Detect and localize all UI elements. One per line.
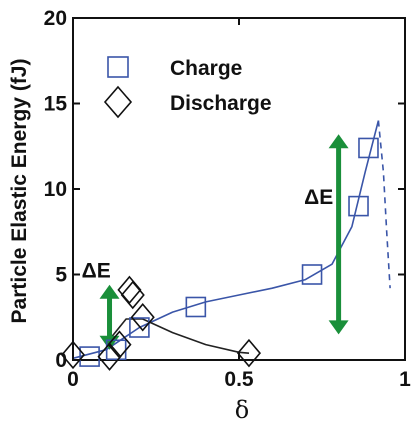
delta-e-arrow-head-down <box>328 320 349 335</box>
charge-point <box>301 264 323 285</box>
y-tick-label: 10 <box>44 178 67 201</box>
charge-point <box>358 137 379 159</box>
delta-e-arrow-head-up <box>99 284 120 299</box>
legend: Charge Discharge <box>103 56 272 119</box>
charge-point <box>348 195 369 217</box>
charge-point <box>129 317 150 338</box>
delta-e-label: ΔE <box>82 259 111 282</box>
discharge-point <box>107 330 132 359</box>
y-tick-label: 20 <box>44 7 67 30</box>
discharge-point <box>120 280 145 310</box>
legend-discharge-marker <box>103 85 133 119</box>
y-tick-label: 0 <box>55 349 67 372</box>
delta-e-arrows: ΔE ΔE <box>82 134 349 350</box>
axis-ticks: 0 5 10 15 20 0 0.5 1 <box>44 7 412 391</box>
x-tick-label: 0 <box>67 368 79 391</box>
discharge-point <box>117 275 142 305</box>
x-tick-label: 0.5 <box>224 368 254 391</box>
y-axis-label: Particle Elastic Energy (fJ) <box>8 59 31 324</box>
data-markers <box>60 137 379 371</box>
charge-fit-line <box>72 120 380 360</box>
discharge-point <box>236 338 262 368</box>
y-tick-label: 15 <box>44 93 68 116</box>
discharge-point <box>130 303 155 332</box>
legend-label: Charge <box>170 57 242 80</box>
legend-label: Discharge <box>170 92 272 115</box>
charge-point <box>185 296 207 318</box>
x-axis-label: δ <box>235 396 249 424</box>
charge-fit-dashed-tail <box>377 120 391 289</box>
discharge-point <box>97 342 122 371</box>
discharge-point <box>60 340 86 370</box>
delta-e-label: ΔE <box>304 186 333 209</box>
x-tick-label: 1 <box>399 368 411 391</box>
y-tick-label: 5 <box>55 264 67 287</box>
delta-e-arrow-head-up <box>328 134 349 149</box>
legend-charge-marker <box>107 56 129 78</box>
